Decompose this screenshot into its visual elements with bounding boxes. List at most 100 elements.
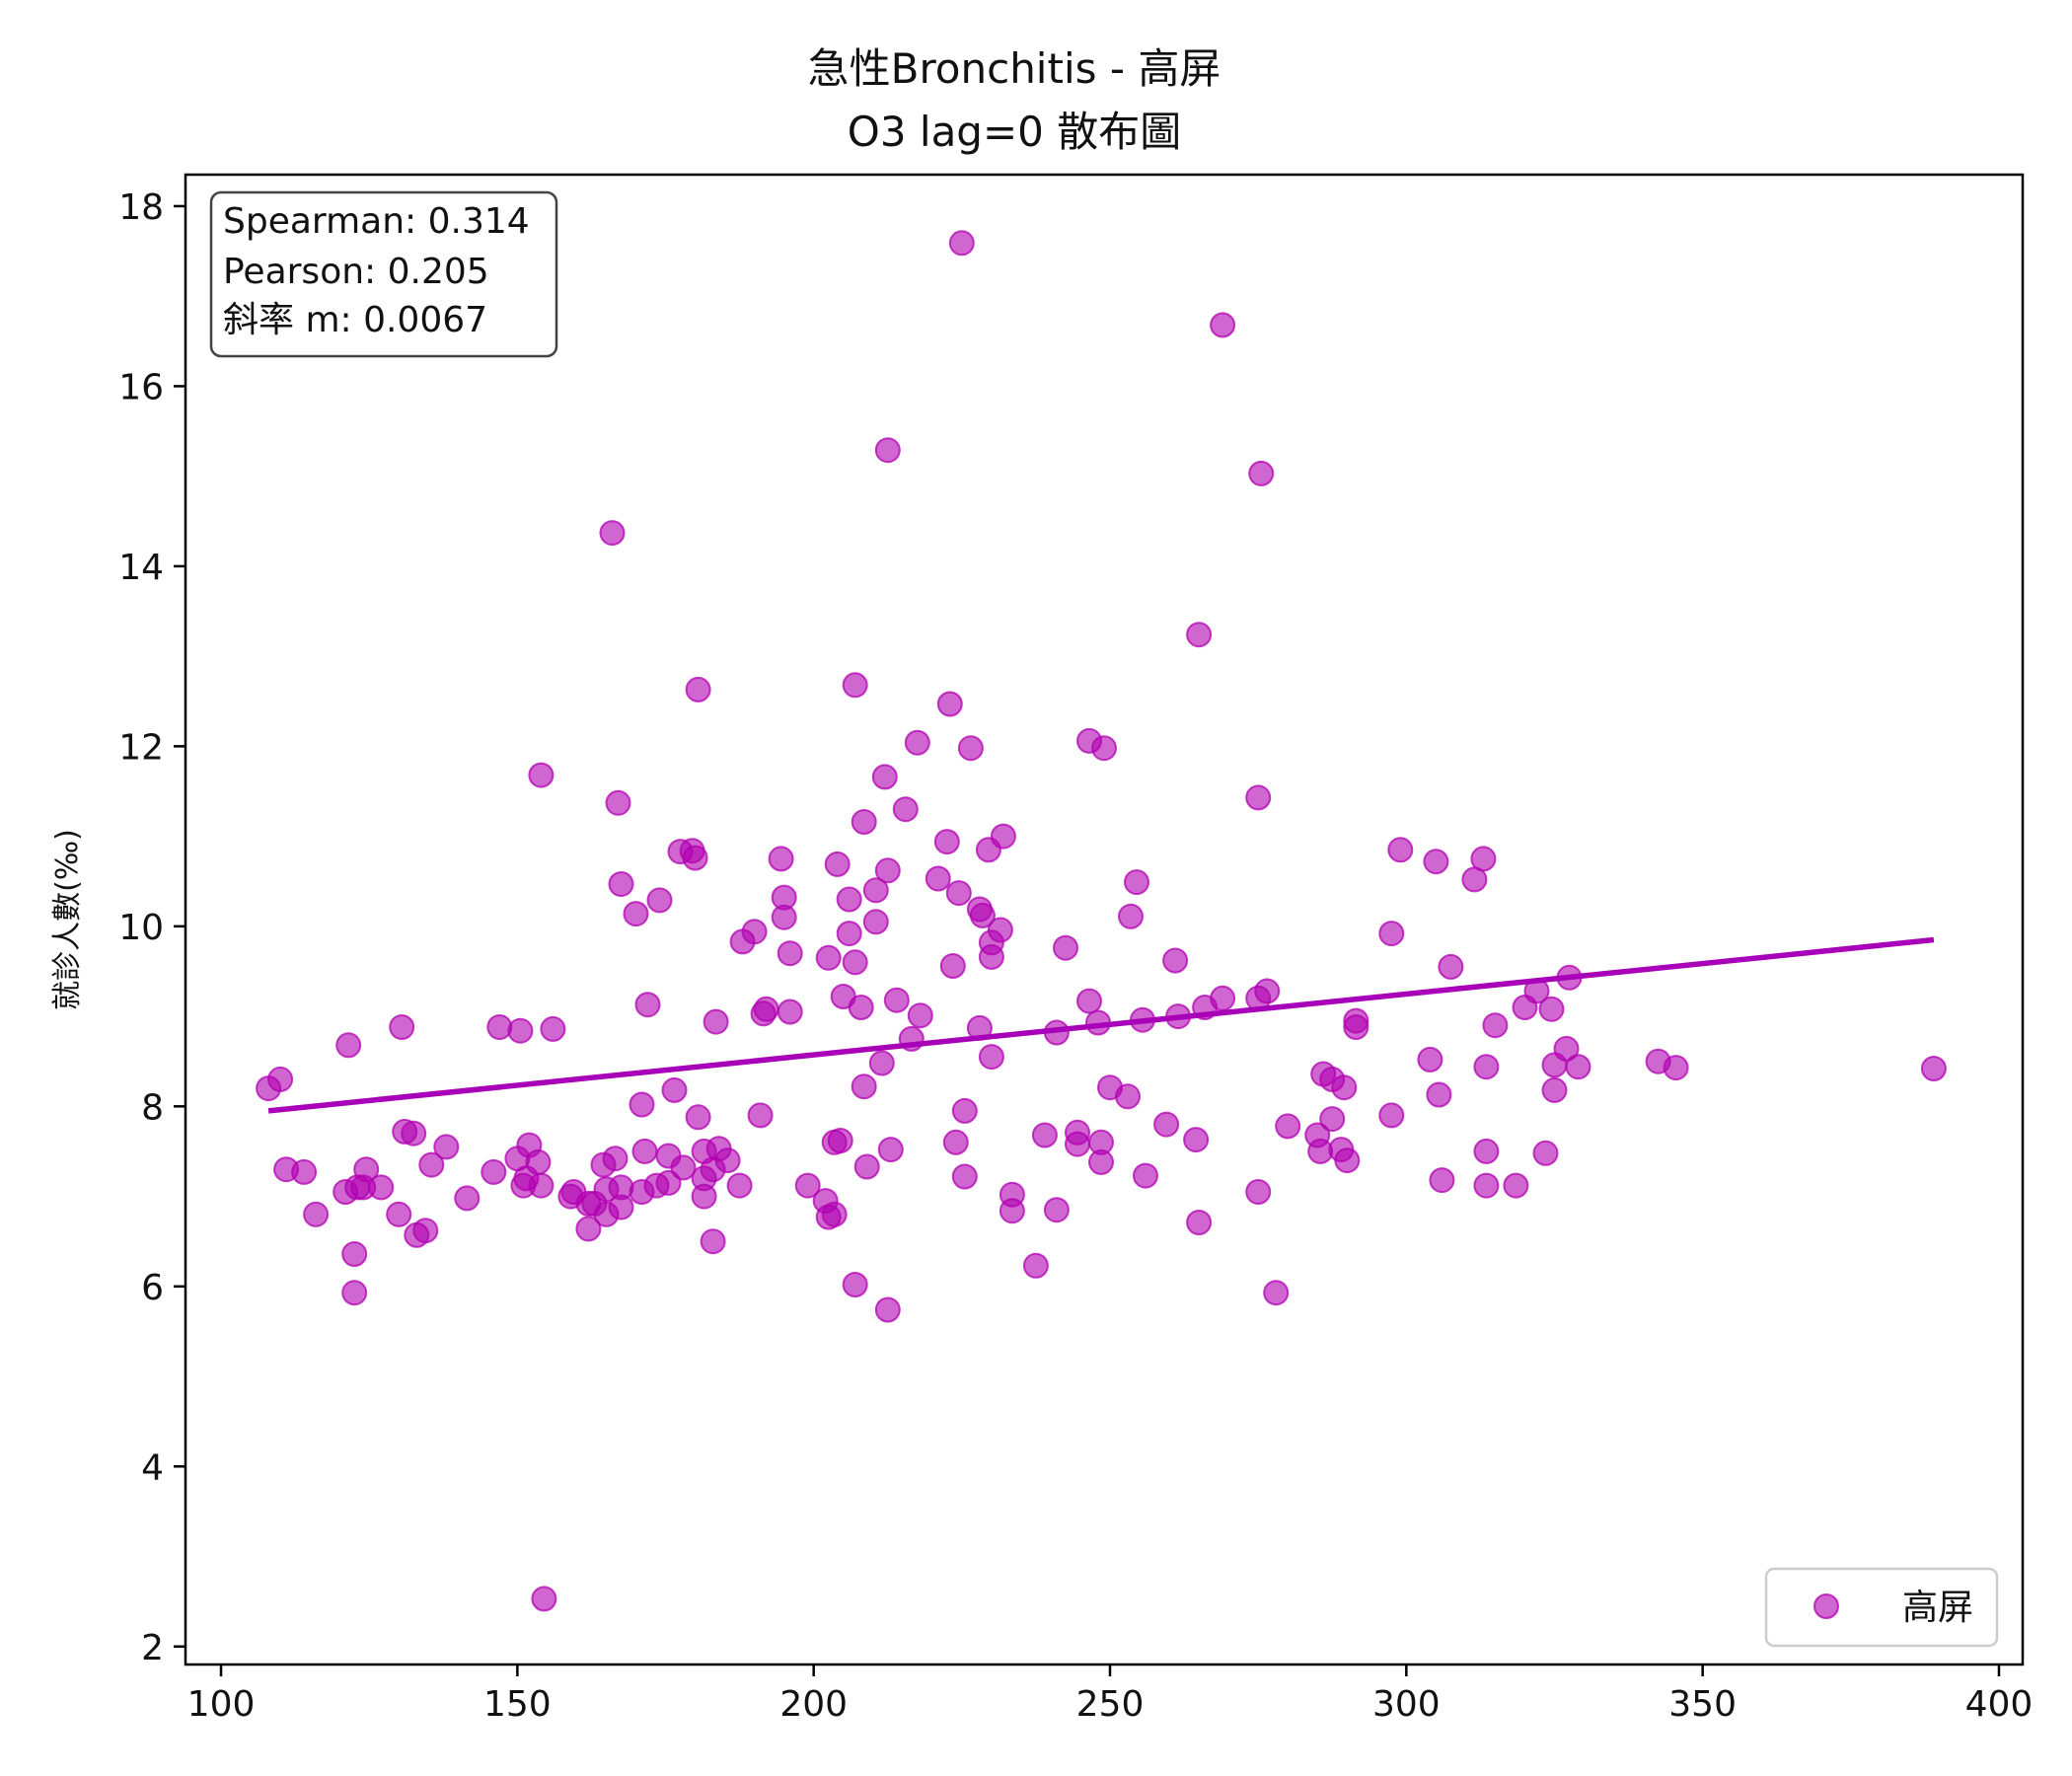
data-point	[353, 1156, 380, 1183]
data-point	[1417, 1046, 1443, 1073]
x-tick-label: 100	[187, 1684, 256, 1725]
data-point	[939, 953, 966, 979]
y-tick-label: 10	[118, 908, 164, 948]
data-point	[951, 1163, 978, 1190]
data-point	[1473, 1138, 1500, 1164]
data-point	[1043, 1197, 1070, 1223]
data-point	[862, 877, 889, 904]
data-point	[1133, 1162, 1158, 1189]
data-point	[700, 1228, 726, 1255]
chart-subtitle: O3 lag=0 散布圖	[848, 108, 1181, 156]
plot-area-frame	[184, 173, 2025, 1666]
data-point	[1245, 784, 1272, 811]
data-point	[1245, 1179, 1272, 1205]
data-point	[933, 829, 960, 855]
data-point	[599, 520, 626, 547]
x-tick-label: 250	[1076, 1684, 1145, 1725]
data-point	[771, 904, 797, 930]
stats-slope: 斜率 m: 0.0067	[223, 300, 487, 340]
data-point	[685, 676, 711, 703]
data-point	[969, 902, 996, 928]
data-point	[842, 949, 868, 976]
data-point	[1378, 921, 1405, 947]
regression-line	[267, 936, 1935, 1114]
data-point	[777, 940, 803, 967]
data-point	[815, 944, 842, 971]
data-point	[1153, 1111, 1180, 1138]
data-point	[525, 1148, 552, 1175]
data-point	[868, 1050, 895, 1076]
data-point	[629, 1091, 655, 1118]
data-point	[1538, 996, 1565, 1022]
data-point	[892, 796, 919, 823]
data-point	[646, 887, 673, 914]
data-point	[528, 762, 555, 788]
stats-pearson: Pearson: 0.205	[223, 252, 489, 292]
data-point	[1920, 1056, 1947, 1081]
data-point	[1378, 1102, 1405, 1129]
y-tick-label: 14	[118, 548, 164, 588]
data-point	[777, 999, 803, 1025]
data-point	[602, 1146, 629, 1172]
data-point	[1065, 1131, 1090, 1157]
data-point	[341, 1241, 368, 1267]
legend-label: 高屏	[1902, 1588, 1973, 1628]
data-point	[1088, 1148, 1114, 1175]
data-point	[1248, 460, 1275, 486]
data-point	[1387, 837, 1414, 863]
data-point	[851, 1073, 877, 1100]
data-point	[1115, 1083, 1141, 1110]
data-point	[1473, 1172, 1500, 1199]
x-tick-label: 350	[1668, 1684, 1737, 1725]
data-point	[486, 1014, 513, 1040]
data-points	[256, 230, 1947, 1612]
data-point	[1473, 1054, 1500, 1080]
data-point	[1426, 1081, 1452, 1108]
data-point	[1503, 1172, 1529, 1199]
data-point	[990, 823, 1016, 850]
data-point	[842, 672, 868, 699]
data-point	[942, 1129, 969, 1155]
data-point	[1429, 1167, 1455, 1194]
data-point	[1053, 934, 1078, 961]
data-point	[389, 1014, 415, 1040]
data-point	[682, 845, 708, 871]
data-point	[948, 230, 975, 257]
data-point	[842, 1272, 868, 1297]
data-point	[848, 995, 874, 1020]
data-point	[871, 764, 898, 790]
y-axis-label: 就診人數(‰)	[50, 829, 85, 1010]
data-point	[827, 1128, 853, 1153]
data-point	[454, 1185, 481, 1212]
data-point	[291, 1158, 318, 1185]
data-point	[608, 871, 634, 897]
data-point	[741, 919, 768, 945]
data-point	[412, 1218, 439, 1244]
chart-title: 急性Bronchitis - 高屏	[808, 44, 1221, 93]
data-point	[907, 1002, 933, 1029]
data-point	[267, 1066, 294, 1092]
x-axis: 100 150 200 250 300 350 400	[187, 1665, 2034, 1725]
data-point	[631, 1138, 658, 1164]
data-point	[1263, 1280, 1290, 1306]
data-point	[957, 735, 984, 762]
x-tick-label: 400	[1965, 1684, 2034, 1725]
data-point	[794, 1172, 821, 1199]
data-point	[1124, 869, 1149, 896]
data-point	[925, 865, 951, 892]
data-point	[335, 1032, 362, 1059]
data-point	[853, 1153, 880, 1180]
data-point	[685, 1104, 711, 1131]
data-point	[1532, 1140, 1559, 1166]
stats-box: Spearman: 0.314 Pearson: 0.205 斜率 m: 0.0…	[209, 190, 558, 358]
data-point	[862, 909, 889, 935]
data-point	[1663, 1055, 1689, 1081]
data-point	[386, 1201, 412, 1227]
data-point	[768, 846, 794, 872]
data-point	[368, 1174, 395, 1201]
x-tick-label: 200	[779, 1684, 848, 1725]
data-point	[1438, 953, 1464, 980]
stats-spearman: Spearman: 0.314	[223, 201, 530, 242]
y-tick-label: 12	[118, 727, 164, 768]
